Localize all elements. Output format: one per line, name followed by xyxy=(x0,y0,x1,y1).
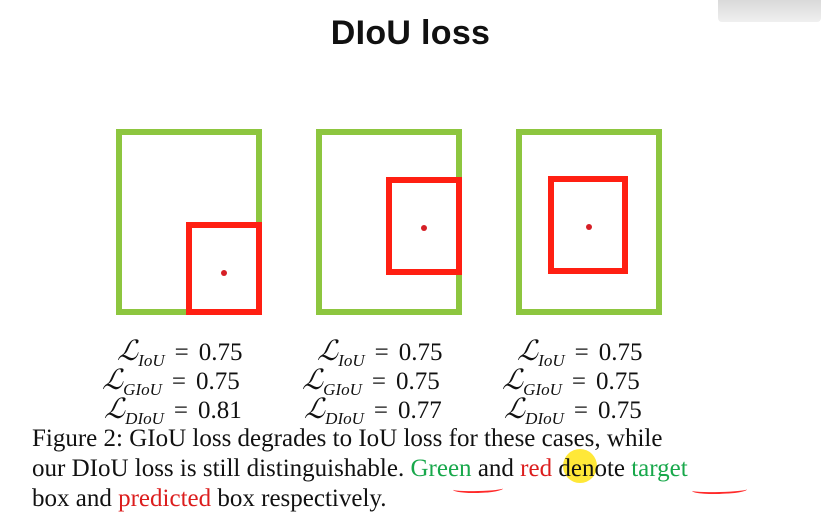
loss-subscript: GIoU xyxy=(123,380,162,399)
formula-diou-case-2: ℒDIoU = 0.77 xyxy=(302,394,442,428)
loss-symbol: ℒ xyxy=(315,336,341,367)
predicted-box-case-1 xyxy=(186,222,262,315)
caption-target-word: target xyxy=(631,455,688,482)
formula-diou-case-1: ℒDIoU = 0.81 xyxy=(102,394,242,428)
formula-iou-case-1: ℒIoU = 0.75 xyxy=(115,336,243,370)
loss-value: 0.81 xyxy=(198,397,242,424)
loss-symbol: ℒ xyxy=(115,336,141,367)
formula-giou-case-2: ℒGIoU = 0.75 xyxy=(300,365,440,399)
loss-symbol: ℒ xyxy=(515,336,541,367)
loss-symbol: ℒ xyxy=(300,365,326,396)
predicted-box-case-2 xyxy=(386,177,462,275)
loss-value: 0.75 xyxy=(598,339,643,366)
caption-line-1: Figure 2: GIoU loss degrades to IoU loss… xyxy=(32,425,663,452)
caption-line-3-suffix: box respectively. xyxy=(211,485,387,512)
loss-subscript: IoU xyxy=(138,351,165,370)
loss-symbol: ℒ xyxy=(500,365,526,396)
caption-predicted-word: predicted xyxy=(118,485,212,512)
formula-iou-case-2: ℒIoU = 0.75 xyxy=(315,336,443,370)
loss-subscript: IoU xyxy=(538,351,565,370)
loss-value: 0.75 xyxy=(196,368,240,395)
loss-value: 0.75 xyxy=(598,397,642,424)
loss-subscript: DIoU xyxy=(525,409,564,428)
figure-caption: Figure 2: GIoU loss degrades to IoU loss… xyxy=(32,424,792,514)
loss-value: 0.77 xyxy=(398,397,442,424)
caption-green-word: Green xyxy=(410,455,472,482)
caption-line-3: box and predicted box respectively. xyxy=(32,484,792,514)
loss-symbol: ℒ xyxy=(302,394,328,425)
predicted-box-case-3 xyxy=(548,176,628,274)
caption-box-and: box and xyxy=(32,485,119,512)
loss-subscript: DIoU xyxy=(125,409,164,428)
target-box-case-3 xyxy=(516,129,662,315)
formula-giou-case-3: ℒGIoU = 0.75 xyxy=(500,365,640,399)
loss-subscript: DIoU xyxy=(325,409,364,428)
loss-value: 0.75 xyxy=(596,368,640,395)
loss-value: 0.75 xyxy=(198,339,243,366)
top-right-shade xyxy=(718,0,821,22)
loss-subscript: GIoU xyxy=(523,380,562,399)
slide-title: DIoU loss xyxy=(330,14,491,52)
loss-symbol: ℒ xyxy=(502,394,528,425)
formula-diou-case-3: ℒDIoU = 0.75 xyxy=(502,394,642,428)
loss-subscript: GIoU xyxy=(323,380,362,399)
formula-iou-case-3: ℒIoU = 0.75 xyxy=(515,336,643,370)
formula-giou-case-1: ℒGIoU = 0.75 xyxy=(100,365,240,399)
loss-value: 0.75 xyxy=(396,368,440,395)
loss-symbol: ℒ xyxy=(102,394,128,425)
center-dot-case-1 xyxy=(221,270,227,276)
center-dot-case-2 xyxy=(421,225,427,231)
caption-and-word: and xyxy=(471,455,521,482)
center-dot-case-3 xyxy=(586,224,592,230)
caption-line-2: our DIoU loss is still distinguishable. … xyxy=(32,454,792,484)
highlight-marker xyxy=(563,449,597,483)
loss-value: 0.75 xyxy=(398,339,443,366)
caption-line-2-prefix: our DIoU loss is still distinguishable. xyxy=(32,455,411,482)
caption-denote-word: denote xyxy=(552,455,632,482)
caption-red-word: red xyxy=(520,455,553,482)
loss-symbol: ℒ xyxy=(100,365,126,396)
loss-subscript: IoU xyxy=(338,351,365,370)
